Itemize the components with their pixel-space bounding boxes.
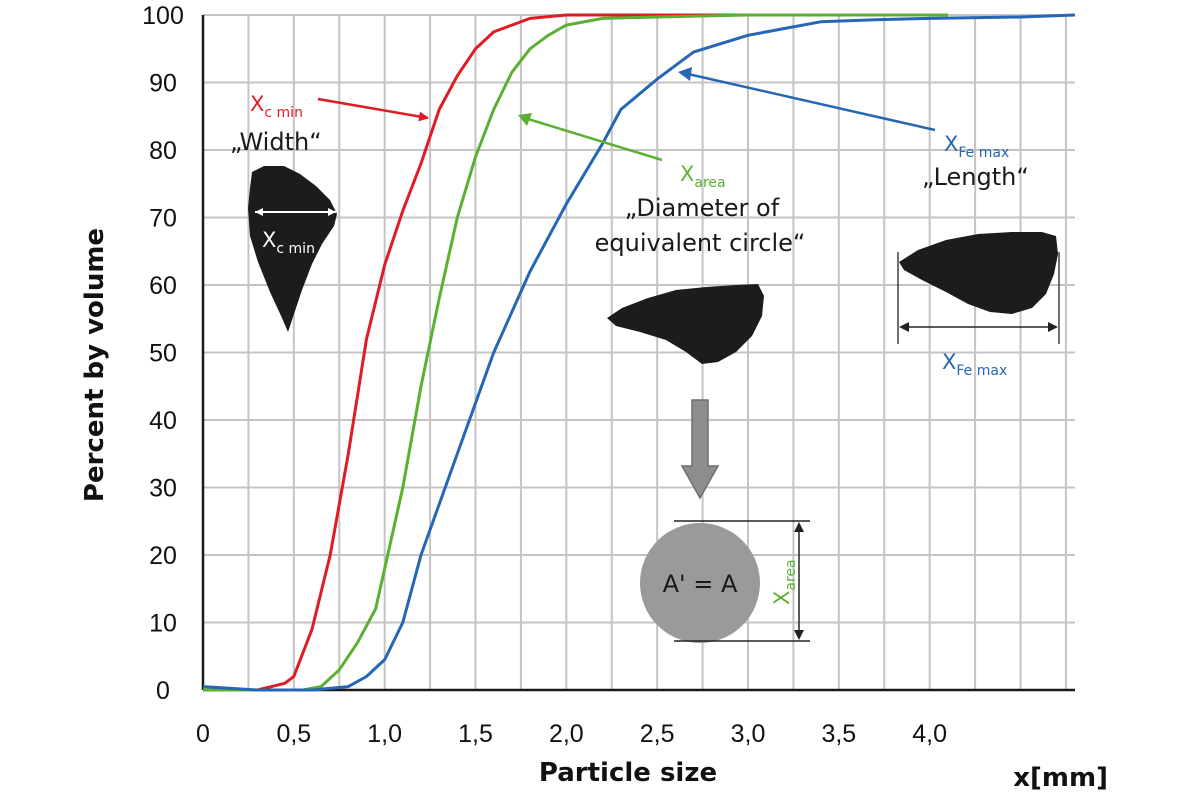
area-arrow-head — [518, 113, 532, 126]
x-tick-label: 0,5 — [276, 720, 311, 748]
equivalent-circle — [640, 523, 760, 643]
length-dimension-label: XFe max — [942, 350, 1007, 379]
length-arrow — [687, 72, 936, 132]
down-arrow-icon — [680, 399, 720, 500]
area-label-line1: „Diameter of — [625, 194, 780, 222]
y-tick-label: 40 — [149, 407, 177, 435]
series-lines — [202, 13, 1076, 692]
y-tick-label: 10 — [149, 610, 177, 638]
y-tick-label: 80 — [149, 137, 177, 165]
y-tick-label: 90 — [149, 70, 177, 98]
length-annotation: XFe max „Length“ XFe max — [678, 67, 1060, 379]
y-tick-label: 50 — [149, 340, 177, 368]
length-symbol: XFe max — [944, 132, 1009, 161]
y-tick-label: 20 — [149, 542, 177, 570]
circle-label: A' = A — [663, 570, 738, 598]
area-label-line2: equivalent circle“ — [595, 229, 806, 257]
x-tick-label: 3,5 — [821, 720, 856, 748]
area-symbol: Xarea — [680, 162, 726, 191]
x-tick-label: 4,0 — [912, 720, 947, 748]
length-label: „Length“ — [922, 163, 1029, 191]
area-particle-label: A — [698, 311, 715, 339]
width-particle-shape — [248, 166, 337, 332]
width-label: „Width“ — [230, 128, 322, 156]
width-annotation: Xc min „Width“ Xc min — [230, 92, 429, 332]
x-axis-unit: x[mm] — [1013, 763, 1108, 793]
axes — [201, 15, 1075, 692]
length-arrow-head — [678, 67, 692, 81]
x-tick-label: 2,5 — [640, 720, 675, 748]
y-axis-title: Percent by volume — [80, 228, 110, 502]
area-arrow — [527, 117, 663, 162]
width-particle-label: Xc min — [262, 228, 315, 257]
series-line-3 — [202, 13, 1076, 692]
y-tick-label: 30 — [149, 475, 177, 503]
y-tick-label: 0 — [156, 677, 170, 705]
x-tick-label: 1,5 — [458, 720, 493, 748]
area-particle-shape — [607, 284, 764, 364]
x-tick-label: 2,0 — [549, 720, 584, 748]
x-tick-label: 1,0 — [367, 720, 402, 748]
area-annotation: Xarea „Diameter of equivalent circle“ A … — [518, 113, 810, 643]
length-particle-shape — [899, 232, 1058, 314]
x-tick-label: 3,0 — [731, 720, 766, 748]
series-line-2 — [203, 13, 948, 692]
width-arrow — [317, 97, 429, 122]
y-tick-label: 100 — [142, 2, 184, 30]
y-tick-label: 70 — [149, 205, 177, 233]
circle-dimension-label: Xarea — [770, 559, 799, 605]
tick-labels: 0 10 20 30 40 50 60 70 80 90 100 0 0,5 1,0 1,5 2,0 2,5 3,… — [142, 2, 947, 748]
x-tick-label: 0 — [196, 720, 210, 748]
y-tick-label: 60 — [149, 272, 177, 300]
width-symbol: Xc min — [250, 92, 303, 121]
x-axis-title: Particle size — [539, 758, 717, 788]
